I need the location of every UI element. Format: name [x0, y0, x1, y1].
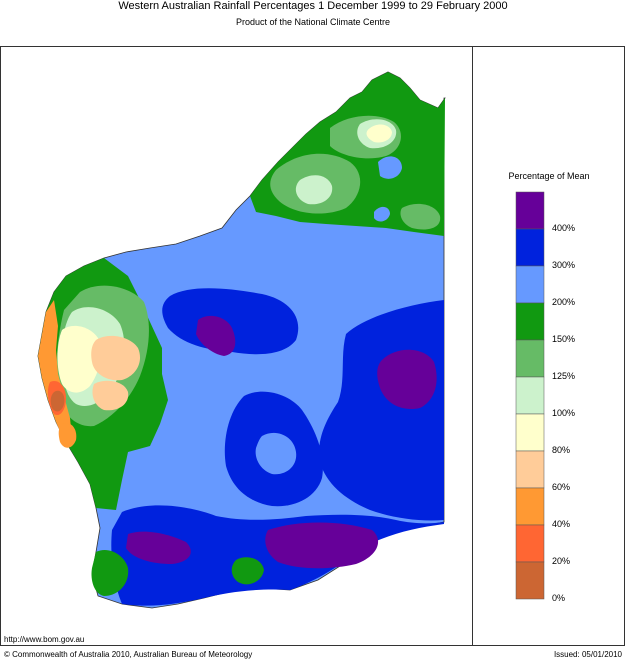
mid-200-hole: [255, 432, 297, 475]
south-400-region: [265, 522, 379, 569]
west-60-region: [91, 335, 141, 381]
north-green-east: [400, 203, 441, 230]
map-title: Western Australian Rainfall Percentages …: [118, 0, 508, 12]
legend-divider: [472, 46, 473, 646]
legend-label: 40%: [552, 519, 571, 529]
legend-swatch: [515, 191, 545, 230]
legend-swatch: [515, 339, 545, 378]
south-150-region: [91, 549, 129, 596]
legend-label: 150%: [552, 334, 576, 344]
legend-swatch: [515, 228, 545, 267]
west-60-region-2: [92, 380, 129, 411]
copyright-notice: © Commonwealth of Australia 2010, Austra…: [4, 650, 253, 659]
west-80-region: [57, 325, 101, 393]
south-green-region: [231, 557, 264, 585]
legend-label: 400%: [552, 223, 576, 233]
central-400-region: [196, 315, 236, 356]
legend-swatch: [515, 413, 545, 452]
map-subtitle: Product of the National Climate Centre: [235, 17, 391, 27]
legend-label: 125%: [552, 371, 576, 381]
legend-label: 60%: [552, 482, 571, 492]
issued-date: Issued: 05/01/2010: [553, 650, 622, 659]
legend-swatch: [515, 487, 545, 526]
legend-label: 300%: [552, 260, 576, 270]
legend-color-bar: [515, 191, 545, 600]
west-coast-0-region: [50, 390, 65, 412]
north-200-spot-2: [374, 206, 390, 222]
south-400-region-2: [126, 531, 191, 564]
legend-swatch: [515, 376, 545, 415]
legend-swatch: [515, 524, 545, 563]
north-200-spot: [378, 156, 402, 179]
east-400-region: [377, 349, 437, 410]
legend-swatch: [515, 265, 545, 304]
legend-swatch: [515, 561, 545, 600]
legend-title: Percentage of Mean: [508, 171, 590, 181]
legend-swatch: [515, 302, 545, 341]
legend-label: 20%: [552, 556, 571, 566]
legend-swatch: [515, 450, 545, 489]
legend-label: 80%: [552, 445, 571, 455]
north-100-region: [295, 175, 333, 205]
legend-label: 200%: [552, 297, 576, 307]
west-coast-40-region-2: [58, 422, 77, 448]
map-frame: [0, 46, 625, 646]
legend-label: 0%: [552, 593, 566, 603]
north-80-region: [366, 124, 392, 143]
legend-label: 100%: [552, 408, 576, 418]
central-300-region: [162, 288, 299, 355]
source-url[interactable]: http://www.bom.gov.au: [4, 635, 85, 644]
